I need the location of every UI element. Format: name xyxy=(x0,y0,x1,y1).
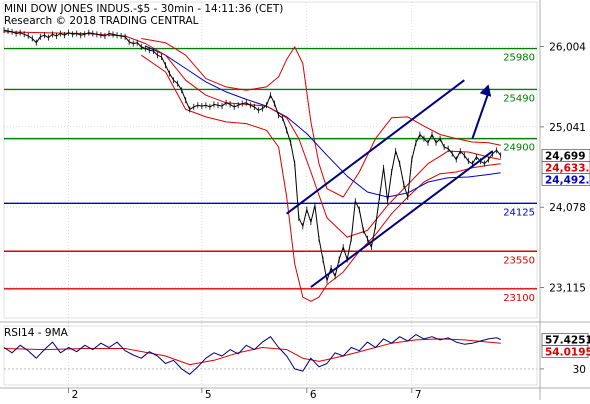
moving-average-blue-line xyxy=(145,45,501,198)
level-label: 25980 xyxy=(503,53,535,64)
chart-subtitle: Research © 2018 TRADING CENTRAL xyxy=(4,15,199,27)
chart-header: MINI DOW JONES INDUS.-$5 - 30min - 14:11… xyxy=(4,3,283,339)
y-tick-label: 26,004 xyxy=(549,42,586,54)
x-tick-label: 2 xyxy=(72,389,79,400)
price-marker-box xyxy=(541,173,590,186)
level-label: 24900 xyxy=(503,143,535,154)
price-line xyxy=(3,29,502,281)
price-marker-label: 24,699 xyxy=(545,150,586,162)
chart-title: MINI DOW JONES INDUS.-$5 - 30min - 14:11… xyxy=(4,3,283,15)
projection-arrowhead-icon xyxy=(479,84,492,97)
y-tick-label: 23,115 xyxy=(549,283,586,295)
rsi-plot-frame xyxy=(3,325,538,386)
rsi-marker-box xyxy=(541,345,589,358)
rsi-line xyxy=(3,334,501,375)
x-tick-label: 5 xyxy=(205,389,212,400)
level-label: 23100 xyxy=(503,293,535,304)
rsi-moving-average-line xyxy=(3,338,501,366)
rsi-marker-label: 57.4251 xyxy=(545,334,590,346)
bollinger-upper-line xyxy=(141,38,501,198)
rsi-title: RSI14 - 9MA xyxy=(4,327,69,339)
rsi-panel xyxy=(3,334,537,375)
series-lines xyxy=(3,27,502,302)
channel-lower-line xyxy=(310,150,494,288)
x-tick-label: 7 xyxy=(415,389,422,400)
channel-upper-line xyxy=(286,79,465,215)
price-marker-label: 24,492.6 xyxy=(545,174,590,186)
moving-average-red-line xyxy=(3,31,501,238)
rsi-y-tick-label: 30 xyxy=(573,364,586,376)
bollinger-lower-line xyxy=(141,54,501,302)
y-tick-label: 24,078 xyxy=(549,202,586,214)
price-plot-frame xyxy=(3,1,538,319)
x-tick-label: 6 xyxy=(310,389,317,400)
level-label: 23550 xyxy=(503,255,535,266)
rsi-marker-label: 54.0195 xyxy=(545,346,590,358)
trend-overlay xyxy=(286,79,494,288)
y-tick-label: 25,041 xyxy=(549,122,586,134)
level-label: 24125 xyxy=(503,207,535,218)
price-marker-label: 24,633.5 xyxy=(545,162,590,174)
projection-arrow-line xyxy=(471,92,490,139)
grid-lines xyxy=(3,1,538,386)
level-label: 25490 xyxy=(503,93,535,104)
level-lines: 25980 25490 24900 24125 23550 23100 xyxy=(4,47,537,304)
